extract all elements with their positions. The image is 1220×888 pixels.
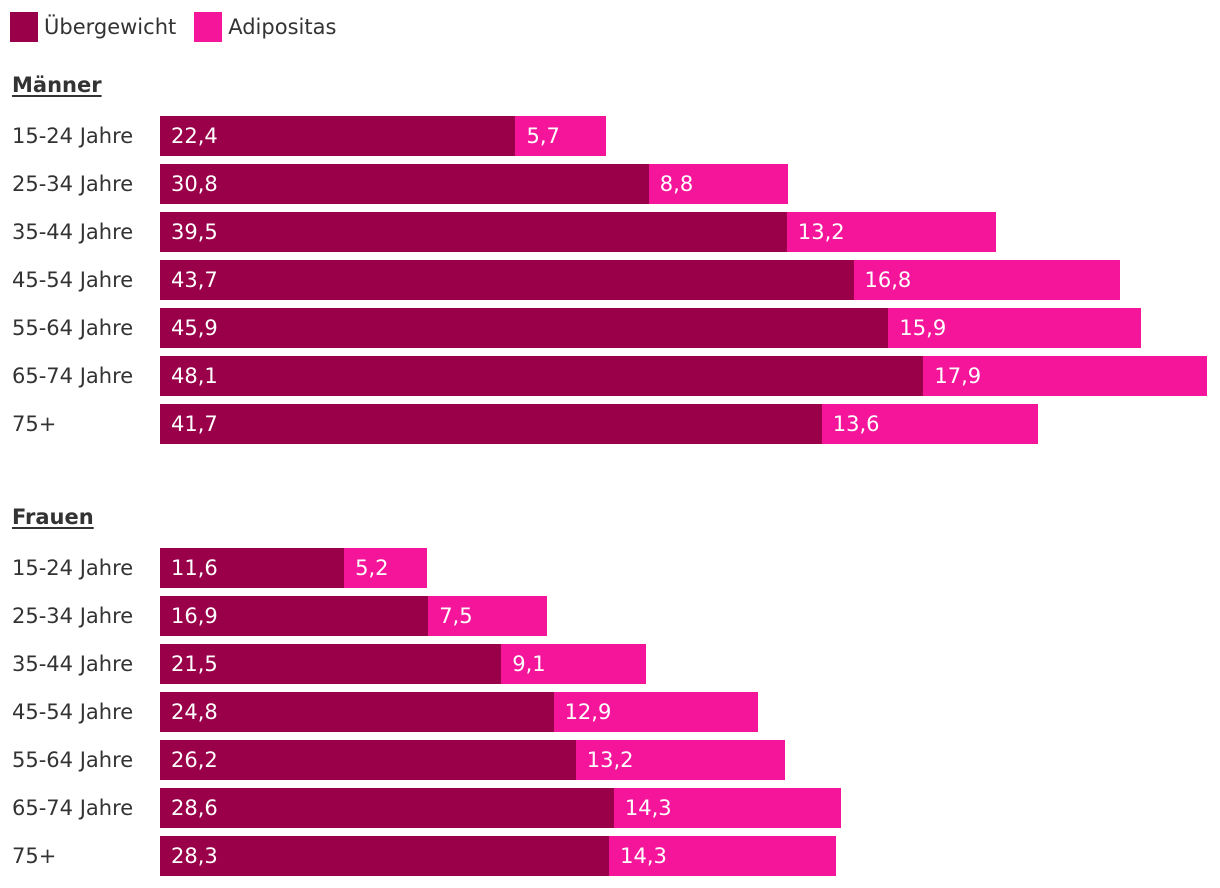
category-label: 25-34 Jahre xyxy=(12,604,134,628)
bar-row: 45-54 Jahre 24,8 12,9 xyxy=(0,692,1220,732)
bar-segment-ubergewicht: 24,8 xyxy=(160,692,554,732)
bar-segment-adipositas: 16,8 xyxy=(853,260,1121,300)
bar-row: 45-54 Jahre 43,7 16,8 xyxy=(0,260,1220,300)
bar-segment-ubergewicht: 16,9 xyxy=(160,596,429,636)
category-label: 25-34 Jahre xyxy=(12,172,134,196)
bar-row: 75+ 41,7 13,6 xyxy=(0,404,1220,444)
category-label: 45-54 Jahre xyxy=(12,268,134,292)
bar-segment-ubergewicht: 43,7 xyxy=(160,260,854,300)
bar-segment-adipositas: 12,9 xyxy=(553,692,759,732)
bar-segment-adipositas: 5,7 xyxy=(515,116,606,156)
legend-item-ubergewicht: Übergewicht xyxy=(10,12,176,42)
bar-segment-adipositas: 13,2 xyxy=(575,740,786,780)
category-label: 15-24 Jahre xyxy=(12,556,134,580)
bar-segment-adipositas: 13,6 xyxy=(821,404,1038,444)
bar-segment-adipositas: 15,9 xyxy=(888,308,1141,348)
bar-row: 35-44 Jahre 21,5 9,1 xyxy=(0,644,1220,684)
bar-segment-adipositas: 14,3 xyxy=(609,836,837,876)
category-label: 65-74 Jahre xyxy=(12,796,134,820)
bar-row: 15-24 Jahre 22,4 5,7 xyxy=(0,116,1220,156)
bar-segment-adipositas: 17,9 xyxy=(923,356,1208,396)
category-label: 55-64 Jahre xyxy=(12,316,134,340)
bar-segment-ubergewicht: 26,2 xyxy=(160,740,576,780)
category-label: 75+ xyxy=(12,844,57,868)
category-label: 65-74 Jahre xyxy=(12,364,134,388)
bar-segment-adipositas: 5,2 xyxy=(344,548,427,588)
bar-segment-adipositas: 14,3 xyxy=(613,788,841,828)
bar-row: 75+ 28,3 14,3 xyxy=(0,836,1220,876)
bar-segment-ubergewicht: 21,5 xyxy=(160,644,502,684)
category-label: 55-64 Jahre xyxy=(12,748,134,772)
category-label: 75+ xyxy=(12,412,57,436)
category-label: 45-54 Jahre xyxy=(12,700,134,724)
legend-label-adipositas: Adipositas xyxy=(228,15,337,39)
bar-segment-ubergewicht: 41,7 xyxy=(160,404,822,444)
bar-segment-adipositas: 9,1 xyxy=(501,644,646,684)
legend-swatch-adipositas xyxy=(194,12,223,42)
category-label: 35-44 Jahre xyxy=(12,652,134,676)
bar-segment-ubergewicht: 28,6 xyxy=(160,788,614,828)
bar-segment-adipositas: 7,5 xyxy=(428,596,548,636)
bar-segment-ubergewicht: 48,1 xyxy=(160,356,924,396)
bar-segment-ubergewicht: 11,6 xyxy=(160,548,345,588)
bar-segment-ubergewicht: 45,9 xyxy=(160,308,889,348)
bar-segment-ubergewicht: 28,3 xyxy=(160,836,610,876)
bar-row: 55-64 Jahre 45,9 15,9 xyxy=(0,308,1220,348)
bar-row: 25-34 Jahre 30,8 8,8 xyxy=(0,164,1220,204)
group-title-frauen: Frauen xyxy=(12,505,94,529)
bar-row: 25-34 Jahre 16,9 7,5 xyxy=(0,596,1220,636)
bar-row: 15-24 Jahre 11,6 5,2 xyxy=(0,548,1220,588)
legend: Übergewicht Adipositas xyxy=(10,10,354,44)
bar-segment-ubergewicht: 39,5 xyxy=(160,212,787,252)
bar-row: 35-44 Jahre 39,5 13,2 xyxy=(0,212,1220,252)
bar-segment-adipositas: 13,2 xyxy=(786,212,997,252)
category-label: 35-44 Jahre xyxy=(12,220,134,244)
bar-segment-ubergewicht: 22,4 xyxy=(160,116,516,156)
legend-label-ubergewicht: Übergewicht xyxy=(44,15,177,39)
legend-swatch-ubergewicht xyxy=(10,12,38,42)
bar-segment-adipositas: 8,8 xyxy=(648,164,789,204)
bar-row: 65-74 Jahre 48,1 17,9 xyxy=(0,356,1220,396)
bar-segment-ubergewicht: 30,8 xyxy=(160,164,649,204)
group-title-männer: Männer xyxy=(12,73,102,97)
legend-item-adipositas: Adipositas xyxy=(194,12,336,42)
bar-row: 65-74 Jahre 28,6 14,3 xyxy=(0,788,1220,828)
category-label: 15-24 Jahre xyxy=(12,124,134,148)
bar-row: 55-64 Jahre 26,2 13,2 xyxy=(0,740,1220,780)
